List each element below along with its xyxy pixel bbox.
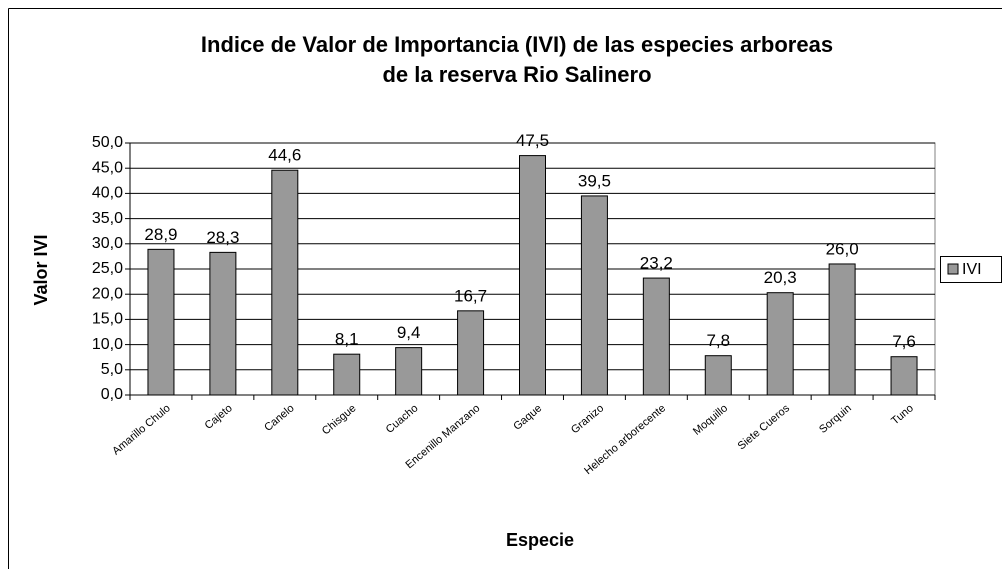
x-tick-label: Tuno [889, 402, 916, 427]
x-tick-label: Siete Cueros [736, 402, 793, 452]
y-tick-label: 40,0 [92, 185, 123, 202]
data-label: 28,9 [144, 225, 177, 244]
y-tick-label: 0,0 [101, 386, 123, 403]
y-tick-label: 50,0 [92, 134, 123, 151]
bar [580, 195, 608, 396]
bar [209, 251, 237, 396]
bar [147, 248, 175, 396]
bar [271, 169, 299, 396]
x-tick-label: Chisgue [320, 402, 359, 437]
x-tick-label: Cuacho [384, 402, 421, 436]
bar [333, 353, 361, 396]
data-label: 9,4 [397, 323, 421, 342]
data-label: 16,7 [454, 286, 487, 305]
y-tick-label: 35,0 [92, 210, 123, 227]
y-tick-label: 45,0 [92, 159, 123, 176]
bar [519, 155, 546, 396]
y-tick-label: 25,0 [92, 260, 123, 277]
bar [642, 277, 670, 396]
x-tick-label: Gaque [511, 402, 544, 432]
y-tick-label: 20,0 [92, 285, 123, 302]
x-axis-title: Especie [506, 530, 574, 550]
data-label: 20,3 [764, 268, 797, 287]
chart-title: Indice de Valor de Importancia (IVI) de … [201, 32, 833, 57]
legend-label: IVI [962, 261, 982, 278]
x-tick-label: Canelo [262, 402, 296, 434]
data-label: 47,5 [516, 131, 549, 150]
y-tick-label: 10,0 [92, 336, 123, 353]
x-tick-label: Sorquin [817, 402, 854, 436]
data-label: 7,8 [706, 331, 730, 350]
y-tick-label: 5,0 [101, 361, 123, 378]
bar [704, 355, 732, 396]
y-tick-label: 15,0 [92, 311, 123, 328]
x-tick-label: Granizo [569, 402, 606, 436]
bar [766, 292, 794, 396]
data-label: 8,1 [335, 330, 359, 349]
x-tick-label: Amarillo Chulo [110, 402, 173, 457]
x-tick-label: Moquillo [691, 402, 730, 438]
data-label: 28,3 [206, 228, 239, 247]
bar [890, 356, 918, 396]
data-label: 7,6 [892, 332, 916, 351]
data-label: 26,0 [826, 239, 859, 258]
y-tick-label: 30,0 [92, 235, 123, 252]
chart-title: de la reserva Rio Salinero [382, 62, 651, 87]
bar [395, 347, 423, 396]
y-axis-title: Valor IVI [31, 234, 51, 305]
bar [457, 310, 485, 396]
bar [828, 263, 856, 396]
data-label: 39,5 [578, 171, 611, 190]
legend-swatch [947, 263, 959, 275]
data-label: 44,6 [268, 146, 301, 165]
x-tick-label: Cajeto [203, 402, 235, 432]
data-label: 23,2 [640, 254, 673, 273]
